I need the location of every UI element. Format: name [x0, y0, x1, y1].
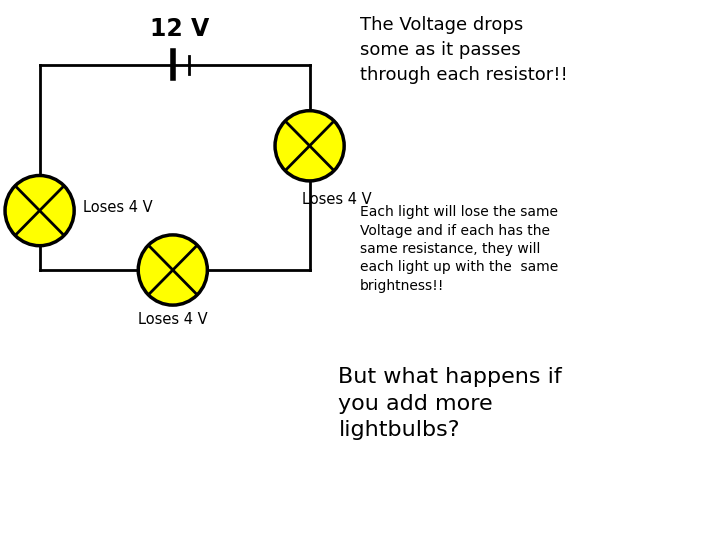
Text: 12 V: 12 V	[150, 17, 210, 40]
Ellipse shape	[275, 111, 344, 181]
Ellipse shape	[138, 235, 207, 305]
Text: Each light will lose the same
Voltage and if each has the
same resistance, they : Each light will lose the same Voltage an…	[360, 205, 558, 293]
Text: Loses 4 V: Loses 4 V	[138, 312, 207, 327]
Text: Loses 4 V: Loses 4 V	[83, 200, 153, 215]
Text: The Voltage drops
some as it passes
through each resistor!!: The Voltage drops some as it passes thro…	[360, 16, 568, 84]
Text: Loses 4 V: Loses 4 V	[302, 192, 372, 207]
Text: But what happens if
you add more
lightbulbs?: But what happens if you add more lightbu…	[338, 367, 562, 440]
Ellipse shape	[5, 176, 74, 246]
